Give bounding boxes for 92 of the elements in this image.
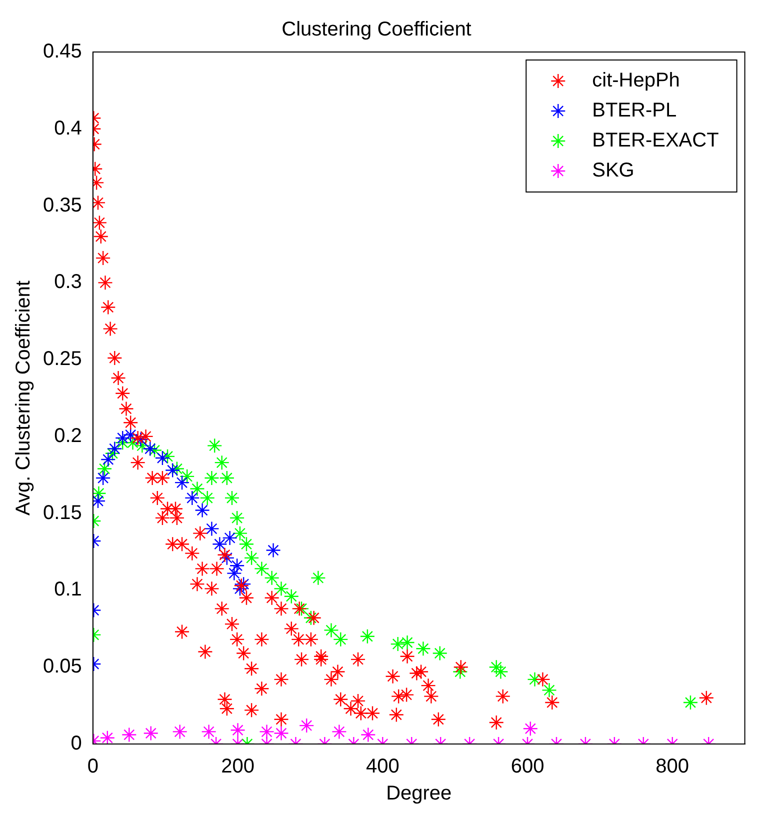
point: [332, 724, 347, 740]
point: [303, 610, 319, 626]
point: [527, 672, 542, 688]
point: [194, 502, 210, 518]
y-tick-label: 0.25: [42, 348, 82, 370]
point: [264, 570, 280, 586]
y-tick-label: 0.1: [54, 578, 82, 601]
y-tick-label: 0.15: [42, 502, 82, 524]
point: [95, 470, 111, 486]
point: [165, 462, 180, 478]
point: [204, 470, 220, 486]
y-tick-label: 0.45: [42, 40, 82, 63]
point: [452, 664, 468, 680]
point: [100, 452, 116, 468]
point: [310, 570, 326, 586]
point: [134, 438, 150, 454]
point: [229, 510, 245, 526]
x-tick-label: 800: [656, 756, 690, 778]
point: [266, 542, 281, 558]
point: [400, 634, 415, 650]
legend-label: SKG: [592, 160, 634, 182]
point: [207, 438, 222, 454]
point: [107, 441, 122, 456]
point: [244, 550, 260, 566]
point: [190, 481, 205, 496]
point: [682, 694, 698, 710]
y-tick-label: 0.4: [54, 117, 82, 140]
point: [122, 427, 138, 443]
point: [174, 474, 190, 490]
legend-label: BTER-EXACT: [592, 130, 719, 152]
point: [333, 632, 348, 648]
point: [92, 486, 106, 501]
y-tick-label: 0.35: [42, 194, 82, 216]
point: [115, 430, 130, 446]
x-axis-title: Degree: [386, 782, 452, 805]
point: [360, 628, 376, 644]
point: [229, 558, 245, 574]
point: [416, 641, 431, 656]
point: [201, 724, 216, 740]
point: [219, 550, 235, 566]
point: [298, 718, 314, 734]
point: [146, 442, 162, 458]
point: [226, 566, 242, 581]
point: [232, 526, 248, 541]
point: [172, 724, 188, 740]
point: [254, 561, 270, 576]
point: [432, 646, 448, 661]
y-tick-label: 0: [70, 732, 82, 755]
x-tick-label: 400: [366, 756, 400, 778]
point: [522, 721, 538, 736]
point: [214, 454, 230, 470]
point: [230, 722, 246, 738]
y-tick-label: 0.05: [42, 656, 82, 678]
point: [169, 461, 185, 476]
point: [96, 461, 112, 476]
point: [122, 727, 137, 742]
point: [236, 576, 252, 592]
point: [204, 521, 220, 536]
point: [542, 682, 557, 698]
point: [224, 490, 240, 506]
y-axis-title: Avg. Clustering Coefficient: [12, 280, 35, 516]
point: [294, 601, 310, 616]
point: [324, 622, 339, 638]
legend-label: cit-HepPh: [592, 70, 680, 92]
point: [133, 432, 148, 448]
point: [284, 588, 299, 604]
point: [104, 446, 120, 461]
x-tick-label: 600: [510, 756, 544, 778]
legend-label: BTER-PL: [592, 100, 677, 122]
y-tick-label: 0.2: [54, 424, 82, 447]
point: [274, 726, 289, 741]
point: [200, 490, 215, 506]
point: [154, 450, 170, 466]
point: [259, 724, 274, 740]
point: [232, 581, 248, 596]
point: [179, 468, 195, 484]
point: [274, 581, 289, 596]
point: [142, 441, 158, 456]
point: [238, 536, 254, 552]
x-tick-label: 0: [87, 756, 98, 778]
point: [390, 636, 406, 652]
chart-title: Clustering Coefficient: [282, 18, 472, 41]
y-tick-label: 0.3: [54, 271, 82, 294]
x-tick-label: 200: [221, 756, 254, 778]
point: [100, 730, 116, 744]
point: [143, 726, 158, 741]
point: [212, 536, 228, 552]
point: [184, 490, 200, 506]
point: [219, 470, 235, 486]
point: [360, 727, 376, 742]
point: [160, 448, 176, 464]
point: [222, 530, 238, 546]
